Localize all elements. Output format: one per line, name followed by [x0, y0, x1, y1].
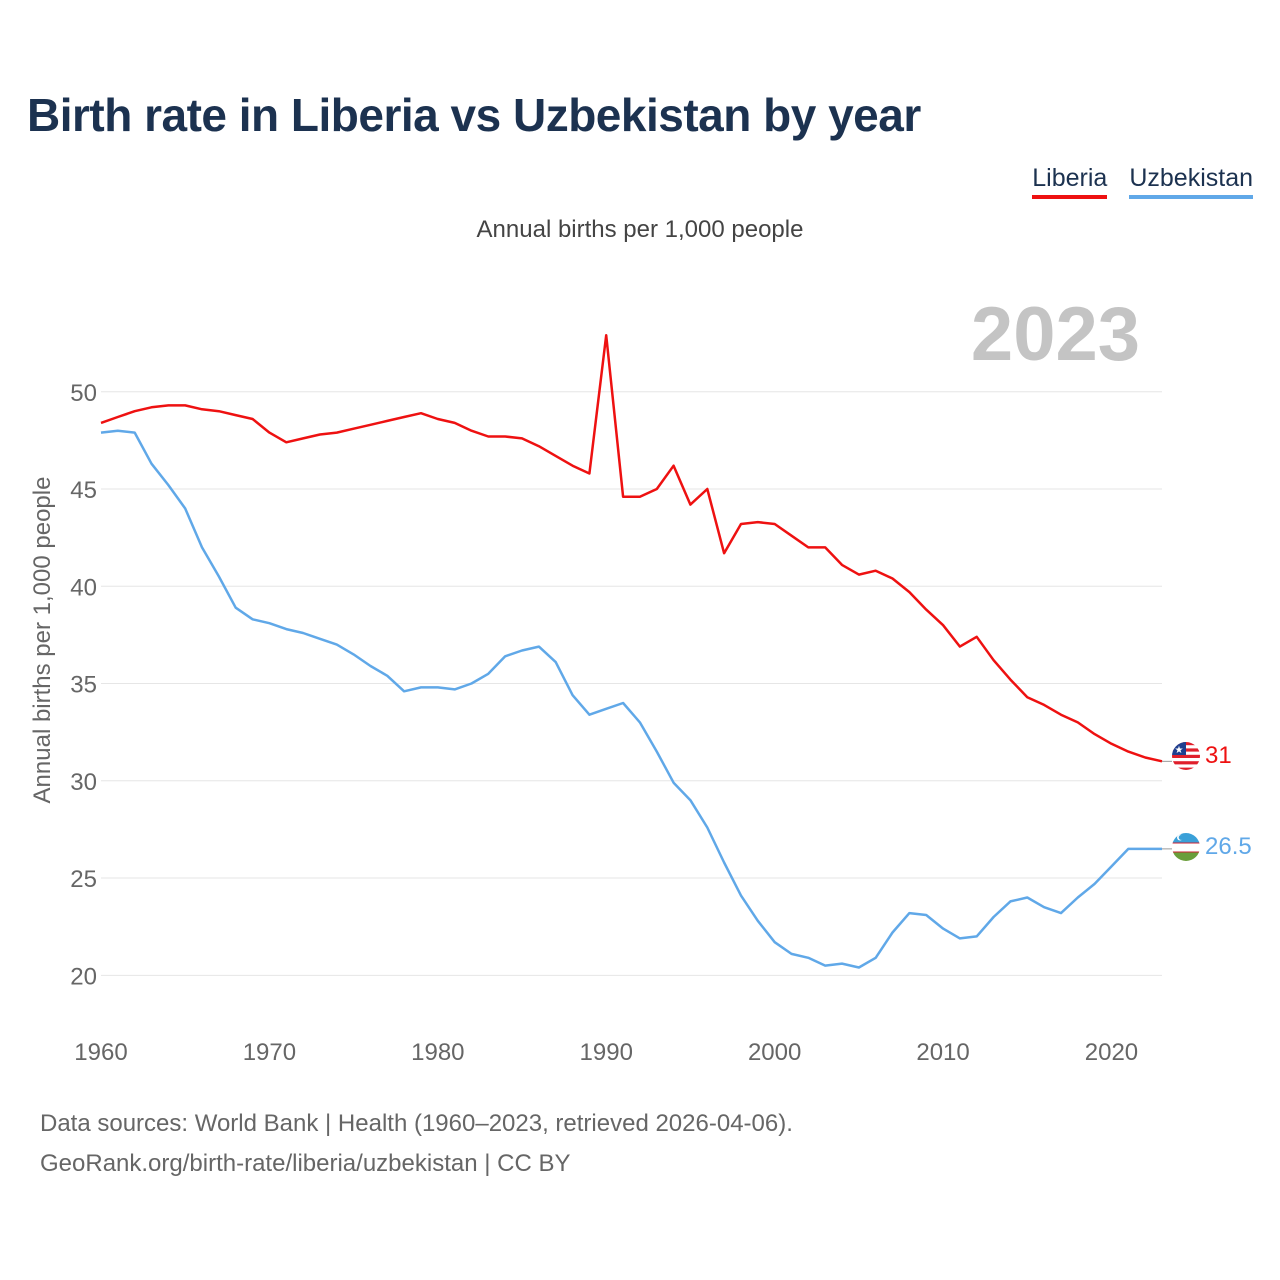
chart-subtitle: Annual births per 1,000 people: [476, 216, 804, 243]
x-tick-label: 2000: [748, 1039, 801, 1066]
x-tick-label: 2010: [916, 1039, 969, 1066]
legend: Liberia Uzbekistan: [1032, 164, 1253, 199]
legend-item-uzbekistan[interactable]: Uzbekistan: [1129, 164, 1253, 199]
x-tick-label: 2020: [1085, 1039, 1138, 1066]
y-tick-label: 45: [70, 477, 97, 504]
chart-title: Birth rate in Liberia vs Uzbekistan by y…: [27, 89, 921, 141]
x-tick-label: 1960: [74, 1039, 127, 1066]
svg-text:★: ★: [1175, 745, 1184, 756]
year-label: 2023: [971, 292, 1140, 377]
footer-url[interactable]: GeoRank.org/birth-rate/liberia/uzbekista…: [40, 1150, 571, 1177]
liberia-flag-icon: ★: [1172, 742, 1200, 770]
y-tick-label: 30: [70, 769, 97, 796]
uzbekistan-flag-icon: [1172, 833, 1200, 861]
x-tick-label: 1990: [580, 1039, 633, 1066]
series-line-liberia[interactable]: [100, 334, 1163, 763]
x-tick-label: 1980: [411, 1039, 464, 1066]
footer-sources: Data sources: World Bank | Health (1960–…: [40, 1110, 793, 1137]
x-tick-label: 1970: [243, 1039, 296, 1066]
end-label-liberia: 31: [1205, 742, 1232, 769]
y-tick-label: 40: [70, 574, 97, 601]
legend-item-liberia[interactable]: Liberia: [1032, 164, 1108, 199]
y-tick-label: 50: [70, 380, 97, 407]
y-axis-title: Annual births per 1,000 people: [29, 477, 56, 804]
series-line-uzbekistan[interactable]: [100, 429, 1162, 969]
y-tick-label: 20: [70, 963, 97, 990]
footer: Data sources: World Bank | Health (1960–…: [40, 1104, 793, 1184]
y-tick-label: 35: [70, 672, 97, 699]
end-label-uzbekistan: 26.5: [1205, 833, 1252, 860]
y-tick-label: 25: [70, 866, 97, 893]
